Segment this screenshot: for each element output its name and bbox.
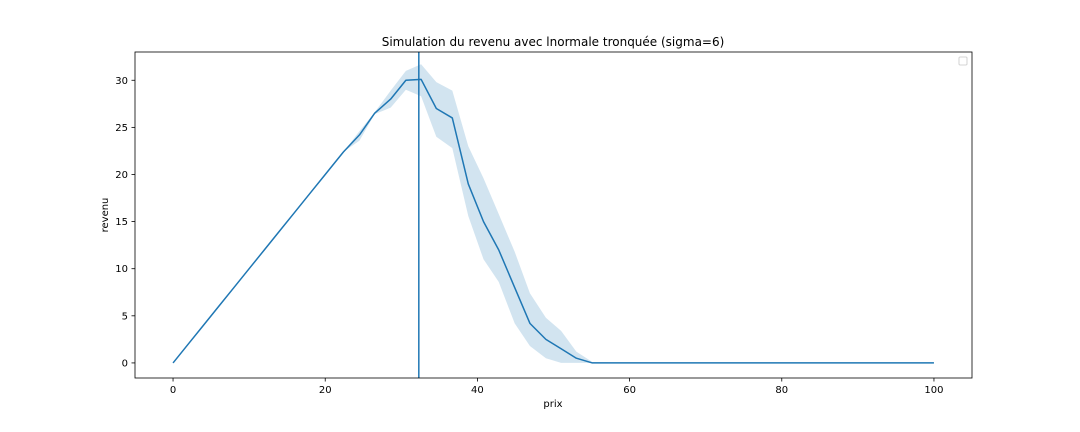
plot-area <box>172 52 935 378</box>
data-point <box>467 183 469 185</box>
data-point <box>233 287 235 289</box>
y-axis-label: revenu <box>100 198 111 233</box>
x-tick-label: 100 <box>924 385 943 396</box>
x-tick-label: 80 <box>775 385 788 396</box>
data-point <box>359 134 361 136</box>
data-point <box>203 324 205 326</box>
x-axis-label: prix <box>543 399 562 410</box>
y-tick-label: 30 <box>115 76 128 87</box>
x-tick-label: 20 <box>319 385 332 396</box>
data-point <box>279 230 281 232</box>
data-point <box>545 339 547 341</box>
data-point <box>324 174 326 176</box>
y-tick-label: 25 <box>115 123 128 134</box>
data-point <box>405 79 407 81</box>
data-point <box>529 323 531 325</box>
data-point <box>857 362 859 364</box>
y-tick-label: 0 <box>122 358 128 369</box>
data-point <box>343 151 345 153</box>
data-point <box>498 249 500 251</box>
data-point <box>483 221 485 223</box>
axes-ticks: 0 20 40 60 80 100 0 5 10 15 20 25 30 <box>115 76 943 396</box>
data-point <box>309 193 311 195</box>
y-tick-label: 5 <box>122 311 128 322</box>
data-point <box>933 362 935 364</box>
data-point <box>218 306 220 308</box>
series-line <box>172 78 934 364</box>
x-tick-label: 60 <box>623 385 636 396</box>
data-point <box>390 98 392 100</box>
data-point <box>592 362 594 364</box>
y-tick-label: 20 <box>115 170 128 181</box>
legend-box <box>958 56 968 66</box>
data-point <box>452 117 454 119</box>
data-point <box>436 108 438 110</box>
data-point <box>705 362 707 364</box>
chart-title: Simulation du revenu avec lnormale tronq… <box>382 35 725 49</box>
data-point <box>576 357 578 359</box>
data-point <box>420 79 422 81</box>
data-point <box>264 249 266 251</box>
data-point <box>629 362 631 364</box>
data-point <box>187 343 189 345</box>
confidence-band <box>173 64 934 363</box>
x-tick-label: 0 <box>170 385 176 396</box>
y-tick-label: 15 <box>115 217 128 228</box>
data-point <box>248 268 250 270</box>
y-tick-label: 10 <box>115 264 128 275</box>
data-point <box>294 211 296 213</box>
data-point <box>514 287 516 289</box>
data-point <box>172 362 174 364</box>
data-point <box>781 362 783 364</box>
data-point <box>560 348 562 350</box>
data-point <box>374 112 376 114</box>
plot-frame <box>134 51 973 379</box>
x-tick-label: 40 <box>471 385 484 396</box>
